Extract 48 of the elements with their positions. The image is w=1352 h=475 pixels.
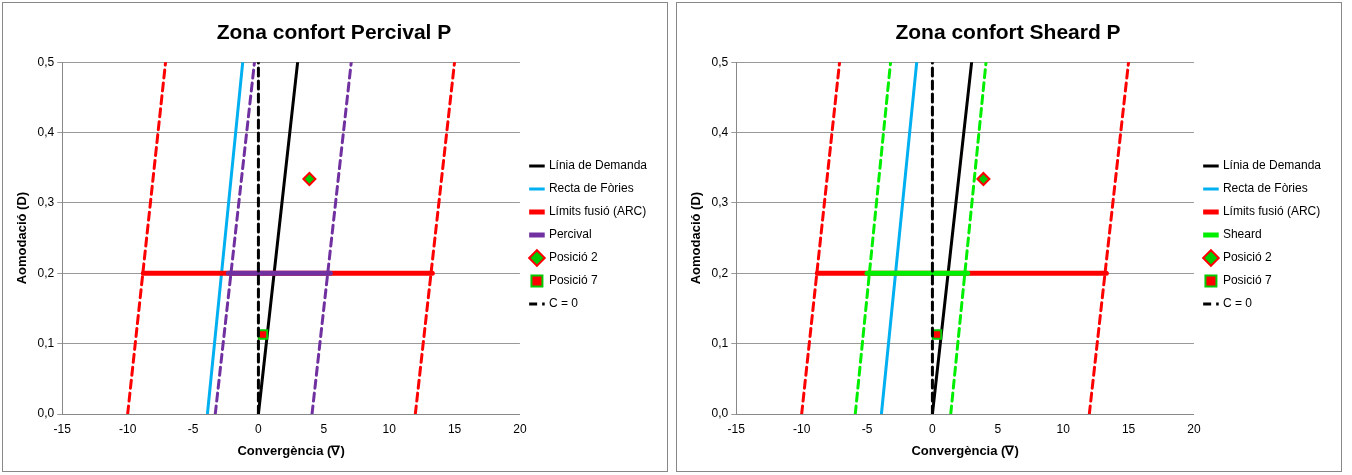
legend-label: Límits fusió (ARC) [548,204,647,219]
x-tick-label: 10 [1056,421,1071,436]
y-tick-label: 0,2 [711,265,729,280]
x-tick-label: -15 [53,421,72,436]
legend-label: Percival [548,227,592,242]
x-tick-label: -15 [727,421,746,436]
x-tick-label: -10 [792,421,811,436]
x-tick-label: -5 [187,421,199,436]
legend-label: Recta de Fòries [1222,181,1308,196]
y-tick-label: 0,3 [37,195,55,210]
legend-label: Línia de Demanda [548,158,648,173]
y-tick-label: 0,5 [711,54,729,69]
y-tick-label: 0,1 [37,335,55,350]
legend-label: C = 0 [548,296,579,311]
legend-label: Sheard [1222,227,1262,242]
y-tick-label: 0,4 [37,124,55,139]
chart-title: Zona confort Sheard P [895,20,1121,44]
y-tick-label: 0,4 [711,124,729,139]
y-tick-label: 0,0 [37,406,55,421]
x-tick-label: 0 [255,421,263,436]
x-tick-label: 15 [447,421,462,436]
x-tick-label: 5 [320,421,328,436]
y-tick-label: 0,1 [711,335,729,350]
x-tick-label: 5 [994,421,1002,436]
y-axis-title: Aomodació (D) [14,191,30,285]
y-axis-title: Aomodació (D) [688,191,704,285]
x-tick-label: 10 [382,421,397,436]
x-tick-label: -5 [861,421,873,436]
y-tick-label: 0,5 [37,54,55,69]
legend-label: Posició 2 [1222,250,1272,265]
legend-label: Línia de Demanda [1222,158,1322,173]
x-tick-label: 0 [929,421,937,436]
y-tick-label: 0,0 [711,406,729,421]
legend-label: Posició 2 [548,250,598,265]
x-tick-label: -10 [118,421,137,436]
x-axis-title: Convergència (∇) [237,442,345,458]
y-tick-label: 0,2 [37,265,55,280]
x-tick-label: 20 [1187,421,1201,436]
legend-label: Posició 7 [1222,273,1272,288]
x-tick-label: 20 [513,421,527,436]
legend-label: Recta de Fòries [548,181,634,196]
legend-label: Límits fusió (ARC) [1222,204,1321,219]
legend-label: Posició 7 [548,273,598,288]
x-axis-title: Convergència (∇) [911,442,1019,458]
legend-label: C = 0 [1222,296,1253,311]
y-tick-label: 0,3 [711,195,729,210]
chart-title: Zona confort Percival P [216,20,452,44]
x-tick-label: 15 [1121,421,1136,436]
